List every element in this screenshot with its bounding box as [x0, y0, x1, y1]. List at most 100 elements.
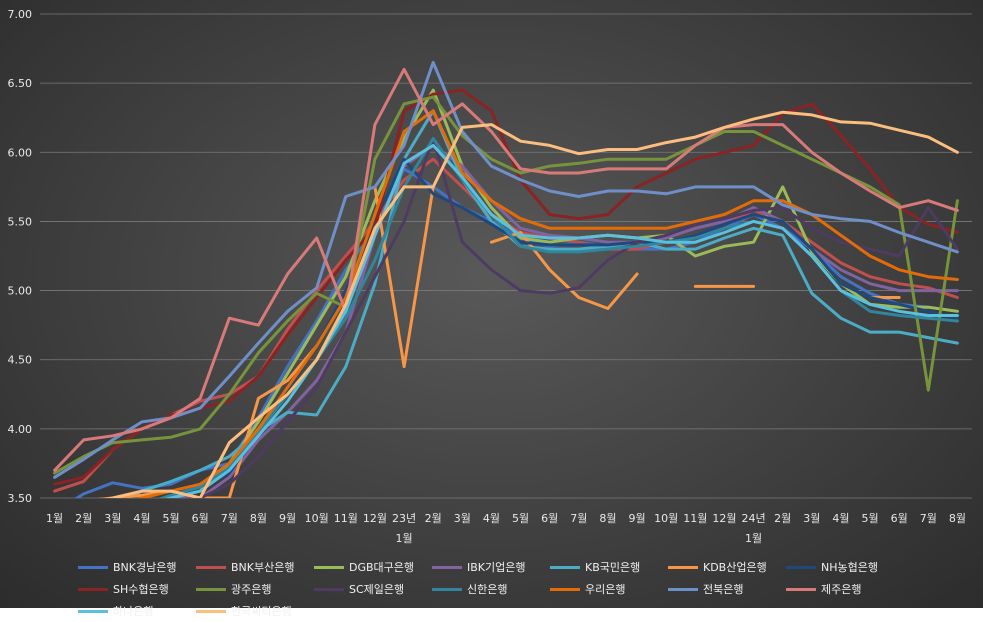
legend-label: SC제일은행 [349, 583, 405, 596]
x-tick-label: 11월 [683, 512, 707, 525]
legend-item: IBK기업은행 [432, 556, 550, 578]
legend-swatch [550, 587, 580, 591]
x-tick-label: 8월 [949, 512, 966, 525]
legend-label: 신한은행 [467, 583, 508, 596]
legend-label: KDB산업은행 [703, 561, 767, 574]
x-tick-label: 12월 [712, 512, 736, 525]
y-tick-label: 5.50 [8, 215, 33, 228]
series-line-9 [184, 137, 959, 498]
legend-label: BNK경남은행 [113, 561, 177, 574]
legend-item: 전북은행 [668, 578, 786, 600]
x-tick-label: 8월 [250, 512, 267, 525]
legend-label: 전북은행 [703, 583, 744, 596]
y-tick-label: 4.50 [8, 354, 33, 367]
x-tick-sublabel: 1월 [745, 532, 762, 545]
x-tick-label: 12월 [363, 512, 387, 525]
legend-swatch [668, 587, 698, 591]
x-tick-label: 1월 [46, 512, 63, 525]
x-tick-label: 3월 [803, 512, 820, 525]
legend-swatch [78, 587, 108, 591]
x-tick-label: 4월 [133, 512, 150, 525]
y-tick-label: 4.00 [8, 423, 33, 436]
series-line-7 [53, 88, 959, 486]
legend-swatch [432, 565, 462, 569]
legend-item: NH농협은행 [786, 556, 904, 578]
legend-swatch [78, 565, 108, 569]
x-tick-label: 2월 [425, 512, 442, 525]
legend-swatch [196, 609, 226, 613]
legend-item: KDB산업은행 [668, 556, 786, 578]
legend-swatch [196, 587, 226, 591]
x-tick-sublabel: 1월 [396, 532, 413, 545]
legend-label: 제주은행 [821, 583, 862, 596]
legend: BNK경남은행 BNK부산은행 DGB대구은행 IBK기업은행 KB국민은행 KDB산업은… [78, 556, 918, 622]
x-tick-label: 6월 [891, 512, 908, 525]
legend-label: 우리은행 [585, 583, 626, 596]
x-tick-label: 11월 [334, 512, 358, 525]
x-tick-label: 24년 [742, 512, 766, 525]
x-tick-label: 6월 [541, 512, 558, 525]
legend-item: KB국민은행 [550, 556, 668, 578]
x-tick-label: 5월 [862, 512, 879, 525]
legend-label: BNK부산은행 [231, 561, 295, 574]
legend-label: DGB대구은행 [349, 561, 415, 574]
y-axis: 3.50 4.00 4.50 5.00 5.50 6.00 6.50 7.00 [8, 8, 33, 505]
x-tick-label: 2월 [75, 512, 92, 525]
series-line-8 [53, 95, 959, 475]
series-line-10 [157, 137, 959, 498]
series-line-2 [164, 88, 959, 498]
series-line-5 [489, 231, 639, 310]
legend-label: 하나은행 [113, 605, 154, 618]
legend-item: 제주은행 [786, 578, 904, 600]
x-tick-label: 9월 [629, 512, 646, 525]
legend-item: 우리은행 [550, 578, 668, 600]
legend-item: SH수협은행 [78, 578, 196, 600]
series-line-5 [97, 344, 319, 498]
y-tick-label: 7.00 [8, 8, 33, 21]
line-chart: 3.50 4.00 4.50 5.00 5.50 6.00 6.50 7.00 1월 2월 3월 4… [8, 8, 972, 545]
x-tick-label: 5월 [163, 512, 180, 525]
series-line-14 [164, 143, 959, 498]
legend-swatch [78, 609, 108, 613]
x-tick-label: 23년 [392, 512, 416, 525]
legend-item: SC제일은행 [314, 578, 432, 600]
y-tick-label: 6.00 [8, 146, 33, 159]
legend-swatch [314, 565, 344, 569]
legend-item: DGB대구은행 [314, 556, 432, 578]
series-lines [53, 60, 959, 498]
series-line-5 [373, 185, 435, 369]
legend-swatch [786, 565, 816, 569]
legend-label: NH농협은행 [821, 561, 878, 574]
x-tick-label: 3월 [104, 512, 121, 525]
series-line-12 [53, 60, 959, 479]
series-line-13 [53, 67, 959, 472]
legend-swatch [786, 587, 816, 591]
x-tick-label: 8월 [599, 512, 616, 525]
legend-swatch [196, 565, 226, 569]
x-axis: 1월 2월 3월 4월 5월 6월 7월 8월 9월 10월 11월 12월 23년 2월 3월 4월 5월 6월… [46, 512, 966, 545]
x-tick-label: 10월 [305, 512, 329, 525]
x-tick-label: 7월 [570, 512, 587, 525]
y-tick-label: 6.50 [8, 77, 33, 90]
legend-swatch [314, 587, 344, 591]
legend-label: SH수협은행 [113, 583, 169, 596]
y-tick-label: 5.00 [8, 285, 33, 298]
x-tick-label: 4월 [832, 512, 849, 525]
legend-swatch [550, 565, 580, 569]
legend-label: KB국민은행 [585, 561, 641, 574]
x-tick-label: 6월 [192, 512, 209, 525]
legend-item: 하나은행 [78, 600, 196, 622]
legend-item: BNK부산은행 [196, 556, 314, 578]
legend-item: 광주은행 [196, 578, 314, 600]
y-tick-label: 3.50 [8, 492, 33, 505]
x-tick-label: 4월 [483, 512, 500, 525]
legend-label: IBK기업은행 [467, 561, 526, 574]
x-tick-label: 7월 [221, 512, 238, 525]
x-tick-label: 3월 [454, 512, 471, 525]
series-line-3 [164, 143, 959, 498]
legend-label: 광주은행 [231, 583, 272, 596]
legend-item: 한국씨티은행 [196, 600, 314, 622]
legend-item: BNK경남은행 [78, 556, 196, 578]
x-tick-label: 7월 [920, 512, 937, 525]
legend-swatch [432, 587, 462, 591]
